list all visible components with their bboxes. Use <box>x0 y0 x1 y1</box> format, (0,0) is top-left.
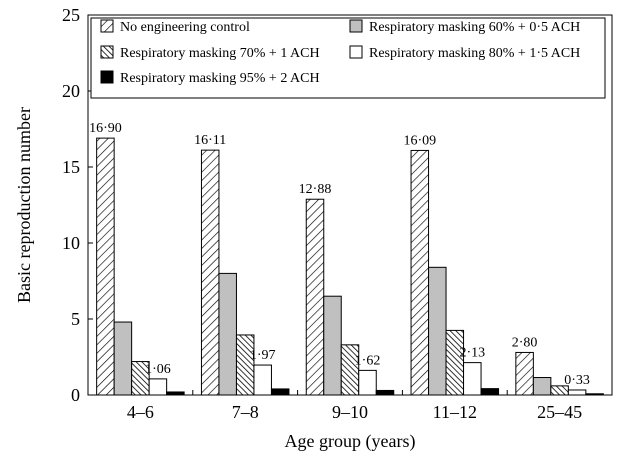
x-axis: 4–6 7–8 9–10 11–12 25–45 <box>127 390 613 422</box>
bar-s4-c2 <box>375 389 395 396</box>
legend-swatch <box>100 45 114 59</box>
bar-s0-c0 <box>96 137 115 396</box>
bar-s0-c2 <box>305 198 325 396</box>
legend: No engineering control Respiratory maskin… <box>90 17 606 99</box>
plot-frame <box>87 14 613 396</box>
bar-s2-c1 <box>235 334 255 396</box>
y-tick-label: 20 <box>62 81 80 101</box>
legend-box <box>90 17 606 99</box>
bar-s4-c3 <box>480 388 500 396</box>
x-tick-label: 7–8 <box>232 402 259 422</box>
data-label: 16·11 <box>194 133 226 148</box>
bar-s3-c2 <box>358 369 377 396</box>
data-label: 16·09 <box>403 133 436 148</box>
legend-label: Respiratory masking 80% + 1·5 ACH <box>369 46 580 61</box>
data-label: 2·13 <box>459 346 485 361</box>
y-axis: 0 5 10 15 20 25 <box>62 5 93 405</box>
x-axis-title: Age group (years) <box>285 431 416 452</box>
bar-s2-c2 <box>340 344 360 396</box>
bar-s3-c3 <box>463 362 482 396</box>
bar-s3-c0 <box>148 378 168 396</box>
x-tick-label: 9–10 <box>332 402 368 422</box>
y-tick-label: 5 <box>71 309 80 329</box>
bar-s1-c3 <box>428 266 447 396</box>
bar-s0-c1 <box>200 149 220 396</box>
legend-label: No engineering control <box>120 20 250 35</box>
y-tick-label: 0 <box>71 385 80 405</box>
y-tick-label: 15 <box>62 157 80 177</box>
data-label: 12·88 <box>299 182 332 197</box>
bar-s0-c4 <box>515 351 534 396</box>
legend-label: Respiratory masking 95% + 2 ACH <box>120 71 320 86</box>
legend-swatch <box>349 45 363 59</box>
data-label: 1·62 <box>355 353 381 368</box>
bar-s4-c1 <box>270 388 290 396</box>
bar-s1-c2 <box>323 295 342 396</box>
y-axis-title: Basic reproduction number <box>14 107 34 303</box>
legend-label: Respiratory masking 70% + 1 ACH <box>120 46 320 61</box>
y-tick-label: 10 <box>62 233 80 253</box>
legend-swatch <box>100 70 114 84</box>
x-tick-label: 4–6 <box>127 402 154 422</box>
bar-s1-c4 <box>532 377 552 396</box>
bar-s1-c0 <box>113 321 133 396</box>
bar-s1-c1 <box>218 272 237 396</box>
bar-labels: 16·90 1·06 16·11 1·97 12·88 1·62 16·09 2·13 2·80… <box>89 121 590 388</box>
bar-s3-c4 <box>567 389 587 396</box>
data-label: 2·80 <box>512 335 538 350</box>
bar-s0-c3 <box>410 149 430 396</box>
data-label: 1·06 <box>145 362 171 377</box>
bar-s3-c1 <box>253 364 272 396</box>
legend-swatch <box>100 19 114 33</box>
y-tick-label: 25 <box>62 5 80 25</box>
bar-s2-c3 <box>445 329 465 396</box>
data-label: 16·90 <box>89 121 122 136</box>
legend-label: Respiratory masking 60% + 0·5 ACH <box>369 20 580 35</box>
bars <box>96 137 604 396</box>
data-label: 0·33 <box>564 373 590 388</box>
data-label: 1·97 <box>250 348 276 363</box>
x-tick-label: 11–12 <box>433 402 477 422</box>
legend-swatch <box>349 19 363 33</box>
x-tick-label: 25–45 <box>537 402 582 422</box>
